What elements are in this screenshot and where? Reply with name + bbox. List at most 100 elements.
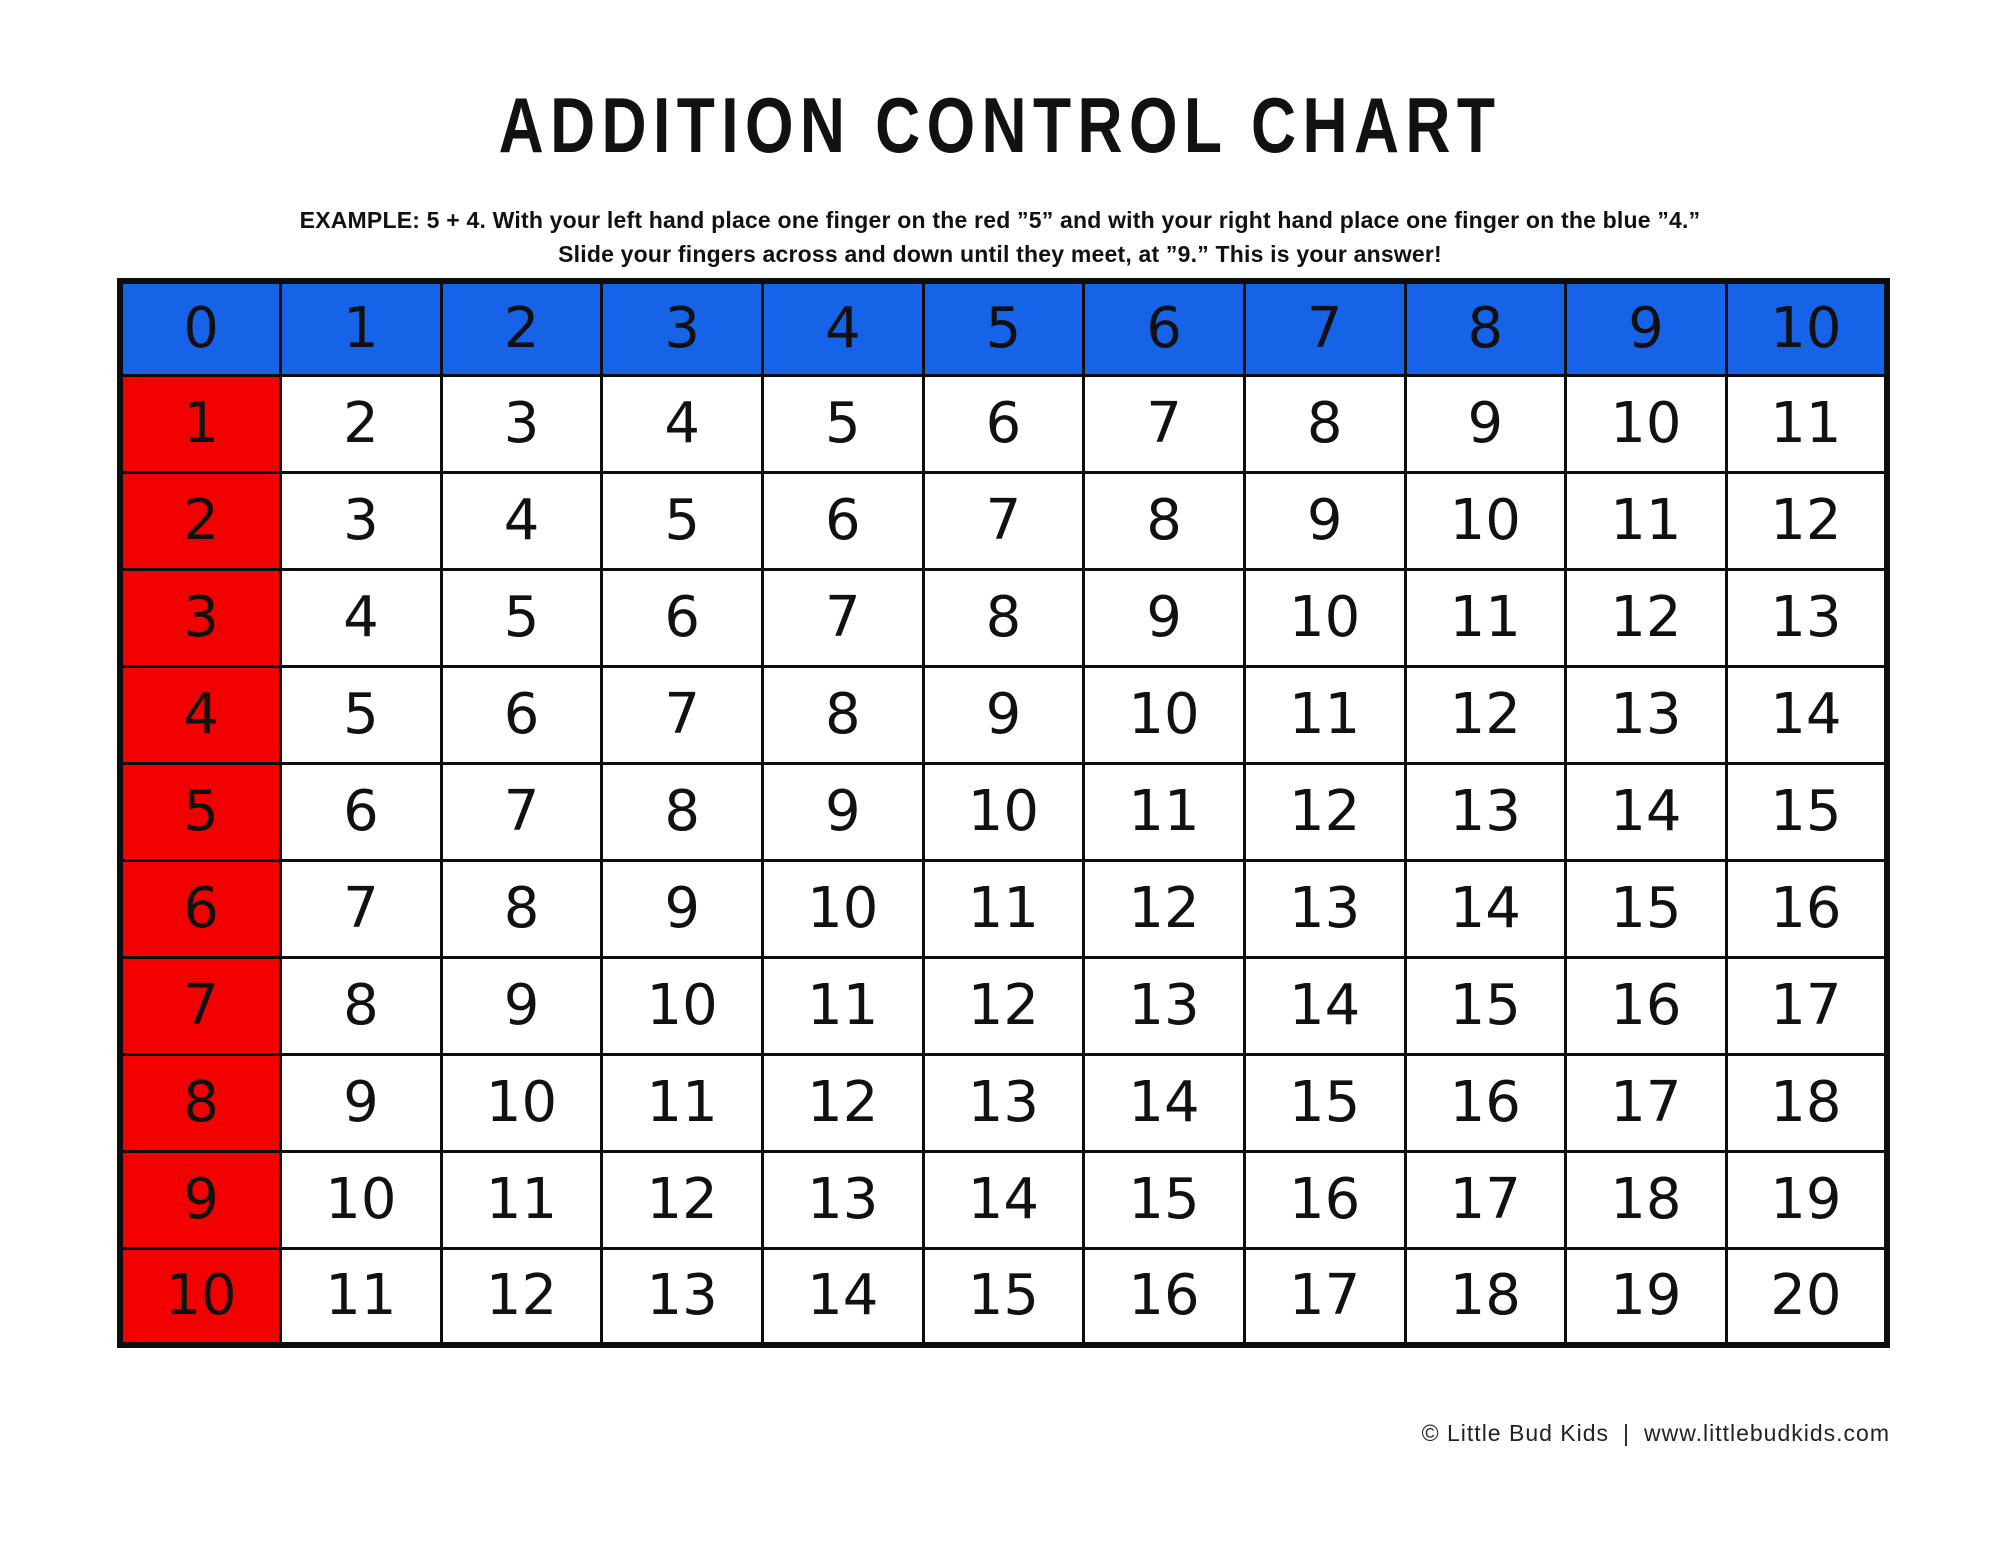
header-cell-5: 5 — [921, 279, 1086, 377]
sum-cell: 12 — [439, 1246, 604, 1347]
sum-cell: 14 — [1403, 858, 1568, 959]
sum-cell: 17 — [1724, 955, 1889, 1056]
sum-cell: 9 — [1242, 470, 1407, 571]
sum-cell: 13 — [600, 1246, 764, 1347]
table-row-4: 4 5 6 7 8 9 10 11 12 13 14 — [118, 664, 1889, 765]
footer: © Little Bud Kids | www.littlebudkids.com — [117, 1420, 1890, 1447]
footer-url: www.littlebudkids.com — [1644, 1420, 1890, 1446]
sum-cell: 15 — [1564, 858, 1728, 959]
sum-cell: 12 — [761, 1052, 925, 1153]
sum-cell: 9 — [1403, 373, 1568, 474]
sum-cell: 11 — [279, 1246, 443, 1347]
sum-cell: 13 — [1564, 664, 1728, 765]
row-label-cell-6: 6 — [118, 858, 283, 959]
sum-cell: 8 — [439, 858, 604, 959]
sum-cell: 7 — [761, 567, 925, 668]
sum-cell: 10 — [1564, 373, 1728, 474]
sum-cell: 5 — [600, 470, 764, 571]
sum-cell: 19 — [1564, 1246, 1728, 1347]
sum-cell: 15 — [1724, 761, 1889, 862]
sum-cell: 8 — [1082, 470, 1246, 571]
sum-cell: 8 — [279, 955, 443, 1056]
addition-table-body: 1 2 3 4 5 6 7 8 9 10 11 2 3 4 5 6 7 8 9 10 11 12 3 4 5 6 7 8 9 10 11 12… — [118, 373, 1889, 1347]
sum-cell: 16 — [1403, 1052, 1568, 1153]
table-row-3: 3 4 5 6 7 8 9 10 11 12 13 — [118, 567, 1889, 668]
sum-cell: 14 — [1082, 1052, 1246, 1153]
table-row-10: 10 11 12 13 14 15 16 17 18 19 20 — [118, 1246, 1889, 1347]
row-label-cell-2: 2 — [118, 470, 283, 571]
sum-cell: 6 — [600, 567, 764, 668]
sum-cell: 14 — [921, 1149, 1086, 1250]
sum-cell: 12 — [1724, 470, 1889, 571]
sum-cell: 13 — [921, 1052, 1086, 1153]
sum-cell: 20 — [1724, 1246, 1889, 1347]
sum-cell: 8 — [600, 761, 764, 862]
sum-cell: 11 — [1564, 470, 1728, 571]
sum-cell: 14 — [761, 1246, 925, 1347]
header-cell-10: 10 — [1724, 279, 1889, 377]
table-row-9: 9 10 11 12 13 14 15 16 17 18 19 — [118, 1149, 1889, 1250]
header-cell-8: 8 — [1403, 279, 1568, 377]
sum-cell: 9 — [279, 1052, 443, 1153]
sum-cell: 16 — [1082, 1246, 1246, 1347]
row-label-cell-7: 7 — [118, 955, 283, 1056]
example-instructions-line2: Slide your fingers across and down until… — [558, 241, 1442, 267]
sum-cell: 11 — [1082, 761, 1246, 862]
sum-cell: 7 — [921, 470, 1086, 571]
sum-cell: 4 — [600, 373, 764, 474]
sum-cell: 10 — [439, 1052, 604, 1153]
sum-cell: 10 — [761, 858, 925, 959]
sum-cell: 12 — [1082, 858, 1246, 959]
sum-cell: 12 — [921, 955, 1086, 1056]
sum-cell: 15 — [1403, 955, 1568, 1056]
sum-cell: 6 — [921, 373, 1086, 474]
sum-cell: 12 — [1403, 664, 1568, 765]
sum-cell: 17 — [1242, 1246, 1407, 1347]
sum-cell: 15 — [1082, 1149, 1246, 1250]
sum-cell: 6 — [279, 761, 443, 862]
sum-cell: 5 — [279, 664, 443, 765]
sum-cell: 5 — [761, 373, 925, 474]
sum-cell: 8 — [1242, 373, 1407, 474]
sum-cell: 7 — [279, 858, 443, 959]
sum-cell: 10 — [1403, 470, 1568, 571]
sum-cell: 19 — [1724, 1149, 1889, 1250]
row-label-cell-3: 3 — [118, 567, 283, 668]
sum-cell: 15 — [921, 1246, 1086, 1347]
footer-separator: | — [1623, 1420, 1631, 1446]
sum-cell: 12 — [1564, 567, 1728, 668]
sum-cell: 9 — [1082, 567, 1246, 668]
header-cell-1: 1 — [279, 279, 443, 377]
sum-cell: 11 — [1403, 567, 1568, 668]
header-row: 0 1 2 3 4 5 6 7 8 9 10 — [118, 279, 1889, 377]
sum-cell: 13 — [1724, 567, 1889, 668]
header-cell-3: 3 — [600, 279, 764, 377]
header-cell-9: 9 — [1564, 279, 1728, 377]
sum-cell: 17 — [1403, 1149, 1568, 1250]
sum-cell: 12 — [600, 1149, 764, 1250]
sum-cell: 9 — [439, 955, 604, 1056]
sum-cell: 5 — [439, 567, 604, 668]
sum-cell: 16 — [1564, 955, 1728, 1056]
sum-cell: 8 — [921, 567, 1086, 668]
sum-cell: 6 — [761, 470, 925, 571]
sum-cell: 7 — [439, 761, 604, 862]
header-cell-6: 6 — [1082, 279, 1246, 377]
row-label-cell-8: 8 — [118, 1052, 283, 1153]
sum-cell: 16 — [1724, 858, 1889, 959]
sum-cell: 14 — [1242, 955, 1407, 1056]
table-row-2: 2 3 4 5 6 7 8 9 10 11 12 — [118, 470, 1889, 571]
sum-cell: 11 — [1242, 664, 1407, 765]
table-row-7: 7 8 9 10 11 12 13 14 15 16 17 — [118, 955, 1889, 1056]
sum-cell: 11 — [761, 955, 925, 1056]
addition-table-header: 0 1 2 3 4 5 6 7 8 9 10 — [118, 279, 1889, 377]
sum-cell: 12 — [1242, 761, 1407, 862]
sum-cell: 11 — [921, 858, 1086, 959]
sum-cell: 9 — [921, 664, 1086, 765]
sum-cell: 4 — [279, 567, 443, 668]
sum-cell: 10 — [600, 955, 764, 1056]
sum-cell: 15 — [1242, 1052, 1407, 1153]
sum-cell: 10 — [1082, 664, 1246, 765]
row-label-cell-1: 1 — [118, 373, 283, 474]
